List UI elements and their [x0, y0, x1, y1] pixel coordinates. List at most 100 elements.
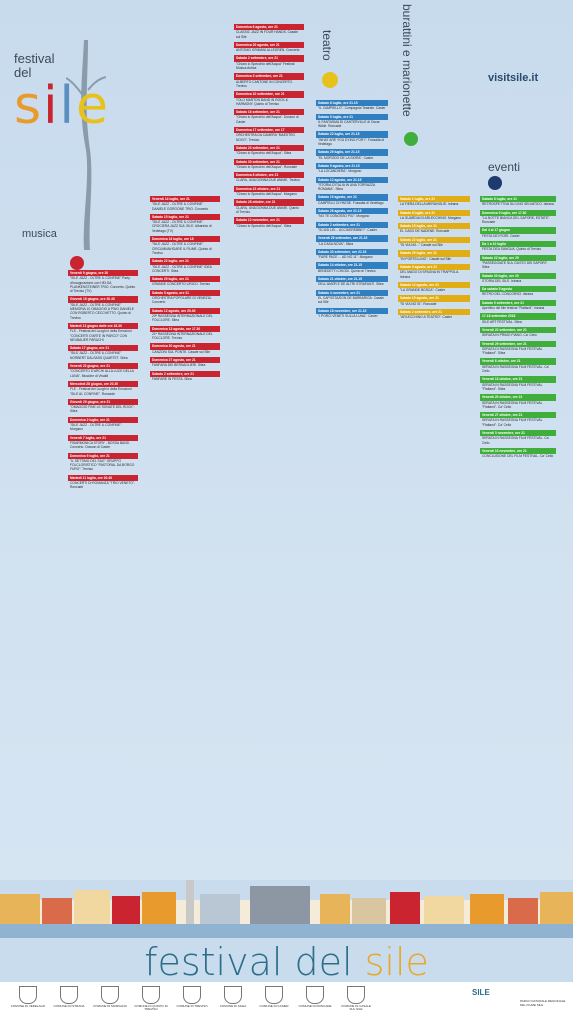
column-teatro: Sabato 8 luglio, ore 21.15 "IL CAMPIELLO"… [316, 100, 388, 880]
event-entry: Venerdì 7 luglio, ore 21 FISARMONICA STOR… [68, 434, 138, 450]
event-entry: Martedì 11 luglio, ore 20.45 CONCERTI DI … [68, 474, 138, 490]
event-entry: 17-18 settembre 2016 SILE ART FESTIVAL. S… [480, 313, 556, 324]
event-entry: Sabato 17 giugno, ore 21 "SILE JAZZ - OLT… [68, 345, 138, 360]
event-entry: Sabato 2 settembre, ore 21 "SCUSI LEI... … [316, 221, 388, 233]
event-entry: Domenica 8 ottobre, ore 21 CLARA, UNA DON… [234, 172, 304, 183]
event-date: Sabato 12 agosto, ore 20.30 [150, 307, 220, 314]
event-entry: Sabato 5 agosto, ore 21.15 "LA LOCANDIERA… [316, 162, 388, 174]
event-date: Venerdì 27 ottobre, ore 21 [480, 412, 556, 419]
event-entry: Venerdì 14 luglio, ore 21 "SILE JAZZ - OL… [150, 196, 220, 211]
eventi-icon [488, 176, 502, 190]
event-date: Sabato 23 settembre, ore 21 [234, 144, 304, 152]
event-description: 21ª RASSEGNA INTERNAZIONALE DEL FOLCLORE… [152, 331, 213, 341]
event-date: Venerdì 29 settembre, ore 21.15 [316, 235, 388, 242]
event-description: CLASSIC JAZZ IN FOUR HANDS. Casale sul S… [236, 30, 298, 39]
event-description: "SILE JAZZ - OLTRE IL CONFINE" NORBERT D… [70, 351, 128, 360]
crest-icon [101, 986, 119, 1004]
event-description: CONCLUSIONE DEL FILM FESTIVAL. Ca' Celio [482, 454, 554, 459]
comune-crest: COMUNE DI MORGANO [92, 986, 128, 1008]
event-description: LA FIERA DELLA MERAVIGLIE. Istrana [400, 202, 459, 207]
event-entry: Domenica 16 luglio, ore 18 "SILE JAZZ - O… [150, 236, 220, 255]
event-description: FANFARA DEI BERSAGLIERI. Silea [152, 363, 206, 368]
event-description: FLE - Festival dei Luoghi e della Emozio… [70, 329, 132, 342]
event-entry: Venerdì 22 settembre, ore 21 SERATA IN PR… [480, 326, 556, 338]
event-entry: Sabato 2 settembre, ore 21 FANFARE IN FES… [150, 370, 220, 382]
event-date: Sabato 30 settembre, ore 21.15 [316, 248, 388, 256]
event-description: ORCHESTRA POPOLARE DI VENEZIA. Concerto [152, 296, 212, 305]
event-description: ORCHESTRA DA CAMERA "MAESTRO NOVO". Trev… [236, 133, 296, 142]
comune-crest: COMUNE DI SILEA [215, 986, 251, 1008]
event-date: Domenica 6 agosto, ore 21 [234, 24, 304, 31]
comune-label: COMUNE DI RONCADE [298, 1004, 332, 1008]
event-description: CONCERTI DI ROMANZA "TRIO VENETO". Ronca… [70, 480, 136, 490]
bottom-title-sile: sile [364, 940, 429, 984]
event-description: "LA LOCANDIERA". Morgano [318, 169, 362, 174]
burattini-icon [404, 132, 418, 146]
crest-icon [265, 986, 283, 1004]
event-date: Venerdì 23 giugno, ore 21 [68, 363, 138, 370]
event-date: Domenica 9 luglio, ore 21 [68, 452, 138, 459]
crest-icon [60, 986, 78, 1004]
comune-crest: COMUNE DI VEDELAGO [10, 986, 46, 1008]
event-description: Aperitivo del film festival "Flatland". … [482, 306, 545, 311]
parco-logo-text: PARCO NATURALE REGIONALE DEL FIUME SILE [520, 999, 566, 1007]
event-date: Domenica 2 luglio, ore 21 [68, 416, 138, 424]
event-date: Sabato 15 luglio, ore 21 [398, 223, 470, 230]
event-entry: Domenica 3 settembre, ore 21 ALBERTO CANT… [234, 73, 304, 88]
event-date: Sabato 8 luglio, ore 21 [480, 196, 556, 203]
event-date: Venerdì 14 luglio, ore 21 [150, 196, 220, 203]
event-entry: Sabato 21 ottobre, ore 21.15 DELL'AMOR E … [316, 276, 388, 287]
event-entry: Domenica 27 agosto, ore 21 FANFARA DEI BE… [150, 357, 220, 368]
event-description: FESTA DEI FIORI. Casier [482, 233, 520, 238]
event-entry: Domenica 6 agosto, ore 21 CLASSIC JAZZ IN… [234, 24, 304, 39]
event-description: CLARA, UNA DONNA DUE ANIME. Quinto di Tr… [236, 205, 299, 214]
crest-icon [183, 986, 201, 1004]
event-date: Sabato 14 ottobre, ore 21.15 [316, 262, 388, 269]
event-entry: Venerdì 10 novembre, ore 21 CONCLUSIONE D… [480, 447, 556, 459]
event-date: Domenica 3 settembre, ore 21 [234, 73, 304, 80]
event-date: Sabato 22 luglio, ore 21.15 [316, 131, 388, 138]
event-description: "I PORCI VENETI SULLA LUNA". Casier [318, 313, 378, 318]
event-date: Da sabato 5 agosto [480, 286, 556, 293]
category-burattini: burattini e marionette [400, 4, 414, 117]
event-description: "LA CASA NOVA". Silea [318, 241, 354, 246]
event-date: Domenica 20 agosto, ore 21 [150, 343, 220, 350]
event-date: Sabato 18 novembre, ore 21.15 [316, 307, 388, 314]
event-entry: Sabato 30 settembre, ore 21.15 "FARE PACE… [316, 248, 388, 260]
event-date: Domenica 9 luglio, ore 17.30 [480, 209, 556, 216]
teatro-icon [322, 72, 338, 88]
event-description: SERATA IN RASSEGNA FILM FESTIVAL "Flatla… [482, 382, 543, 391]
event-entry: Domenica 9 luglio, ore 17.30 "LA NOTTE BI… [480, 209, 556, 225]
event-description: ANTONIO GRIMANI ALLEGREN. Concerto [236, 48, 300, 53]
event-entry: Venerdì 9 giugno, ore 20 "SILE JAZZ - OLT… [68, 270, 138, 293]
event-date: Sabato 12 agosto, ore 21.15 [316, 176, 388, 183]
event-description: "FARE PACE ... AD NO 11". Morgano [318, 255, 373, 260]
event-description: "SI VIA NO SI". Roncade [400, 301, 437, 306]
event-description: "EL MORODO DE LA SIORA". Casier [318, 155, 374, 160]
event-description: SILE ART FESTIVAL. Silea [482, 319, 522, 324]
event-date: Sabato 29 luglio, ore 21 [150, 276, 220, 283]
event-entry: Giovedì 15 giugno, ore 20.45 "SILE JAZZ -… [68, 296, 138, 320]
event-entry: Sabato 18 novembre, ore 21.15 "I PORCI VE… [316, 307, 388, 319]
event-entry: Mercoledì 28 giugno, ore 20.30 FLE - Fest… [68, 380, 138, 396]
event-description: DEL MAGO DI SPAGNA IN TRAPPOLA. Istrana [400, 270, 460, 279]
event-entry: Sabato 8 luglio, ore 21 RETROSPETTIVA SU … [480, 196, 556, 207]
column-musica-3: Domenica 6 agosto, ore 21 CLASSIC JAZZ IN… [234, 24, 304, 874]
event-entry: Venerdì 27 ottobre, ore 21 SERATA IN RASS… [480, 412, 556, 427]
event-date: Sabato 12 novembre, ore 21 [234, 217, 304, 224]
event-entry: Sabato 2 settembre, ore 21 "Chiaro lo Spe… [234, 55, 304, 70]
event-entry: Sabato 19 agosto, ore 21 "SI VIA NO SI". … [398, 295, 470, 306]
comune-crest: COMUNE DI CASIER [256, 986, 292, 1008]
event-date: Sabato 19 agosto, ore 21 [398, 295, 470, 302]
event-date: Sabato 22 luglio, ore 21 [398, 236, 470, 244]
event-entry: Sabato 29 luglio, ore 21 "IN PORTELLINO".… [398, 250, 470, 261]
event-date: Venerdì 13 ottobre, ore 21 [480, 376, 556, 383]
event-entry: Sabato 19 agosto, ore 21 CAMPIELLI DI PAE… [316, 194, 388, 205]
logo-line2: del [14, 65, 32, 80]
event-date: Sabato 1 luglio, ore 21 [398, 196, 470, 203]
event-description: IL FANTASMA DI CANTERVILLE di Oscar Wild… [318, 119, 380, 129]
event-date: Martedì 13 giugno dalle ore 18.30 [68, 322, 138, 330]
event-entry: Sabato 23 settembre, ore 21 "Chiaro lo Sp… [234, 144, 304, 156]
event-entry: Sabato 29 luglio, ore 21 GRANDE CONCERTO … [150, 276, 220, 287]
event-description: DELL'AMOR E DE ALTRI STRAFANTI. Silea [318, 282, 384, 287]
